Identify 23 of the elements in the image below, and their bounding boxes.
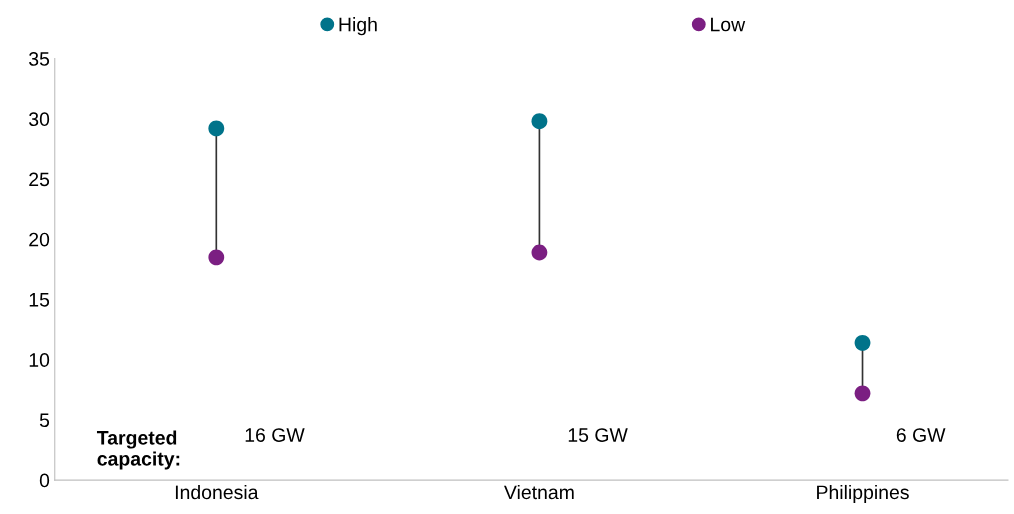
annotation: 15 GW: [568, 428, 628, 442]
point: [854, 334, 871, 351]
y-tick-label: 35: [29, 52, 50, 66]
y-tick-label: 5: [39, 413, 50, 428]
y-tick-label: 10: [29, 353, 50, 367]
point: [854, 385, 871, 402]
point: [208, 249, 225, 266]
y-tick-label: 25: [29, 172, 50, 187]
legend-label: High: [339, 17, 377, 36]
x-tick-label: Indonesia: [175, 484, 259, 500]
annotation: 6 GW: [896, 428, 946, 442]
annotation: 16 GW: [245, 428, 305, 442]
point: [531, 113, 548, 130]
annotation: Targeted capacity:: [96, 430, 180, 470]
x-tick-label: Philippines: [817, 484, 909, 504]
point: [208, 120, 225, 137]
legend-label: Low: [711, 17, 746, 32]
y-tick-label: 20: [29, 232, 50, 247]
point: [531, 244, 548, 261]
y-tick-label: 30: [29, 112, 50, 127]
x-tick-label: Vietnam: [504, 484, 574, 500]
y-tick-label: 0: [39, 473, 50, 488]
y-tick-label: 15: [29, 293, 50, 307]
